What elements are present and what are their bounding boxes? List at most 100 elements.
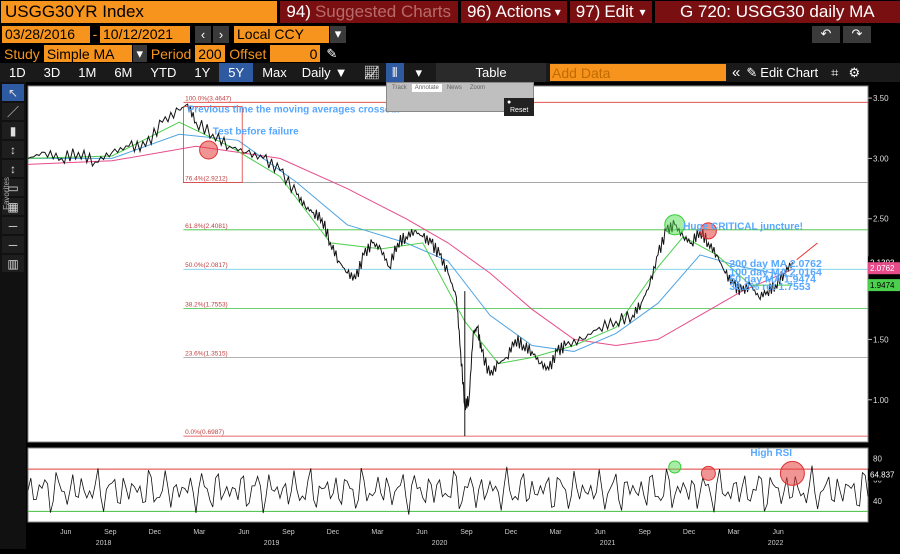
tool-button[interactable]: ↕ xyxy=(2,141,24,158)
menu-num: 97) xyxy=(575,2,601,21)
x-year-label: 2020 xyxy=(432,540,448,547)
ma50-tag: 1.9474 xyxy=(870,281,895,290)
undo-button[interactable]: ↶ xyxy=(812,25,840,43)
start-date-input[interactable]: 03/28/2016 xyxy=(2,25,90,43)
currency-select[interactable]: Local CCY xyxy=(234,25,329,43)
menu-num: 96) xyxy=(466,2,492,21)
menu-label: Suggested Charts xyxy=(314,2,452,21)
tool-button[interactable]: ▮ xyxy=(2,122,24,139)
range-tab-5y[interactable]: 5Y xyxy=(219,63,254,82)
annotation: Previous time the moving averages crosse… xyxy=(188,105,400,116)
fib-level-label: 0.0%(0.6987) xyxy=(185,429,224,436)
tool-button[interactable]: ▥ xyxy=(2,255,24,272)
tool-button[interactable]: ─ xyxy=(2,236,24,253)
x-month-label: Mar xyxy=(371,529,384,536)
tool-button[interactable]: ─ xyxy=(2,217,24,234)
menu-num: 94) xyxy=(286,2,311,21)
chevron-down-icon[interactable]: ▾ xyxy=(132,45,147,62)
date-separator: - xyxy=(92,26,98,42)
chart-area[interactable]: 3.50 3.00 2.50 1.50 1.00 100.0%(3.4647) 76.4%(… xyxy=(0,82,900,549)
annotation: Huge CRITICAL juncture! xyxy=(683,222,803,233)
float-item-annotate[interactable]: Annotate xyxy=(411,84,442,92)
tool-button[interactable]: ▦ xyxy=(2,198,24,215)
range-tab-ytd[interactable]: YTD xyxy=(150,65,177,80)
frequency-text: Daily xyxy=(301,65,331,80)
ma200-line xyxy=(27,145,793,347)
offset-input[interactable]: 0 xyxy=(270,45,321,62)
edit-chart-label: Edit Chart xyxy=(760,65,819,80)
x-year-label: 2018 xyxy=(96,540,112,547)
float-item-news[interactable]: News xyxy=(446,85,462,91)
gear-glyph: ⚙ xyxy=(848,64,861,80)
tool-button[interactable]: ↖ xyxy=(2,84,24,101)
redo-icon: ↷ xyxy=(851,26,863,41)
add-data-input[interactable]: Add Data xyxy=(550,64,727,81)
end-date-text: 10/12/2021 xyxy=(103,26,174,42)
start-date-text: 03/28/2016 xyxy=(5,26,76,42)
redo-button[interactable]: ↷ xyxy=(843,25,871,43)
range-tab-max[interactable]: Max xyxy=(262,65,287,80)
y-tick-label: 3.50 xyxy=(873,94,889,103)
x-year-label: 2019 xyxy=(264,540,280,547)
annotation: 50 day MA 1.9474 xyxy=(729,274,816,286)
ticker-field[interactable]: USGG30YR Index xyxy=(1,1,278,23)
x-month-label: Sep xyxy=(638,529,651,536)
table-button[interactable]: Table xyxy=(436,63,547,82)
period-label: Period xyxy=(150,45,192,62)
chart-toolbar: 1D 3D 1M 6M YTD 1Y 5Y Max Daily ▼ 📈︎ ⫴ ▾ Table A… xyxy=(0,63,900,82)
page-title: G 720: USGG30 daily MA xyxy=(654,1,900,23)
range-tabs: 1D 3D 1M 6M YTD 1Y 5Y Max xyxy=(0,63,296,82)
end-date-input[interactable]: 10/12/2021 xyxy=(100,25,190,43)
x-month-label: Sep xyxy=(282,529,295,536)
actions-menu[interactable]: 96) Actions ▾ xyxy=(460,1,567,23)
tool-button[interactable]: ↕ xyxy=(2,160,24,177)
chevron-down-icon[interactable]: ▾ xyxy=(330,25,346,43)
prev-period-button[interactable]: ‹ xyxy=(195,25,211,43)
offset-value: 0 xyxy=(309,45,318,62)
collapse-icon[interactable]: « xyxy=(728,63,744,82)
study-select[interactable]: Simple MA xyxy=(43,45,132,62)
gear-icon[interactable]: ⚙ xyxy=(843,63,865,82)
rsi-circle xyxy=(700,465,716,481)
reset-button[interactable]: ● Reset xyxy=(504,98,535,116)
suggested-charts-menu[interactable]: 94) Suggested Charts xyxy=(280,1,458,23)
tool-button[interactable]: ／ xyxy=(2,103,24,120)
left-toolbar: ↖ ／ ▮ ↕ ↕ ▭ ▦ ─ ─ ▥ Favorites xyxy=(0,82,26,549)
edit-menu[interactable]: 97) Edit ▾ xyxy=(569,1,652,23)
annotation: 200 day MA 2.0762 xyxy=(729,258,822,270)
x-month-label: Jun xyxy=(60,529,71,536)
add-data-placeholder: Add Data xyxy=(552,64,611,81)
period-input[interactable]: 200 xyxy=(195,45,226,62)
range-tab-3d[interactable]: 3D xyxy=(43,65,61,80)
range-tab-1y[interactable]: 1Y xyxy=(194,65,211,80)
highlight-circle xyxy=(199,140,219,160)
rsi-panel xyxy=(27,447,869,523)
study-label: Study xyxy=(4,45,40,62)
range-tab-6m[interactable]: 6M xyxy=(114,65,133,80)
candlestick-icon[interactable]: ⫴ xyxy=(386,63,404,82)
tool-button[interactable]: ▭ xyxy=(2,179,24,196)
line-chart-icon[interactable]: 📈︎ xyxy=(363,64,381,80)
ma50-tag-bg xyxy=(868,279,900,292)
rsi-circle xyxy=(668,460,682,474)
range-tab-1d[interactable]: 1D xyxy=(9,65,26,80)
chevron-down-icon[interactable]: ▾ xyxy=(415,64,423,80)
undo-icon: ↶ xyxy=(820,26,832,41)
reset-label: Reset xyxy=(510,107,529,114)
x-month-label: Jun xyxy=(238,529,249,536)
float-item-track[interactable]: Track xyxy=(392,85,407,91)
pencil-icon[interactable]: ✎ xyxy=(326,45,338,61)
fib-level-label: 100.0%(3.4647) xyxy=(185,95,231,102)
float-item-zoom[interactable]: Zoom xyxy=(469,85,486,91)
arrow-shaft xyxy=(796,242,818,261)
next-period-button[interactable]: › xyxy=(213,25,229,43)
resize-icon[interactable]: ⌗ xyxy=(826,63,843,82)
fib-level-label: 38.2%(1.7553) xyxy=(185,302,228,309)
x-month-label: Jun xyxy=(772,529,783,536)
edit-chart-button[interactable]: ✎ Edit Chart xyxy=(744,63,820,82)
period-value: 200 xyxy=(198,45,222,62)
range-tab-1m[interactable]: 1M xyxy=(78,65,97,80)
y-tick-label: 3.00 xyxy=(873,154,889,163)
chart-svg[interactable]: 3.50 3.00 2.50 1.50 1.00 100.0%(3.4647) 76.4%(… xyxy=(0,82,900,549)
frequency-select[interactable]: Daily ▼ xyxy=(296,63,354,82)
